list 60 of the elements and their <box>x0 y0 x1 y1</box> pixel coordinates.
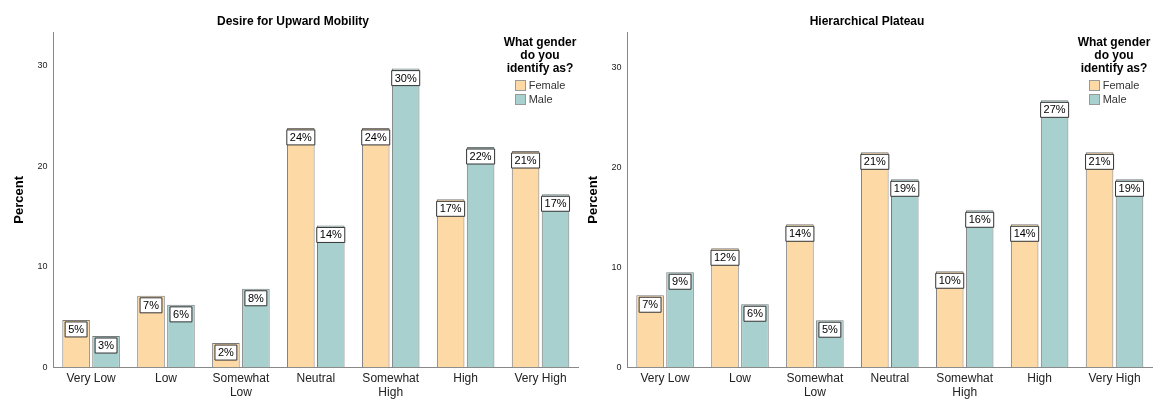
data-label: 9% <box>672 275 689 288</box>
legend-title: What gender do you identify as? <box>502 35 578 75</box>
y-tick-label: 30 <box>37 60 48 71</box>
y-axis-title: Percent <box>585 175 601 224</box>
data-label: 22% <box>469 150 492 163</box>
data-label: 17% <box>439 202 462 215</box>
data-label: 7% <box>642 298 659 311</box>
data-label: 21% <box>863 155 887 168</box>
chart-title: Desire for Upward Mobility <box>216 13 370 28</box>
x-tick-label: Very Low <box>66 370 117 385</box>
data-label: 17% <box>544 197 567 210</box>
data-label: 19% <box>1118 182 1141 195</box>
data-label: 19% <box>893 182 917 195</box>
data-label: 6% <box>173 307 190 320</box>
x-tick-label: Neutral <box>870 370 910 385</box>
x-tick-label: High <box>1027 370 1052 385</box>
data-label: 16% <box>968 213 991 226</box>
data-label: 27% <box>1043 103 1066 116</box>
legend-title: What gender do you identify as? <box>1076 35 1152 75</box>
data-label: 14% <box>788 227 812 240</box>
data-label: 14% <box>1013 227 1036 240</box>
y-tick-label: 20 <box>611 161 622 172</box>
x-tick-label: Somewhat High <box>362 370 420 400</box>
x-tick-label: Low <box>154 370 178 385</box>
x-tick-label: Very High <box>514 370 567 385</box>
x-tick-label: Somewhat Low <box>786 370 844 400</box>
data-label: 14% <box>319 228 343 241</box>
data-label: 24% <box>364 130 387 143</box>
x-tick-label: Very Low <box>640 370 691 385</box>
data-label: 2% <box>217 346 235 359</box>
data-label: 24% <box>289 130 313 143</box>
chart-title: Hierarchical Plateau <box>809 13 925 28</box>
y-tick-label: 10 <box>37 261 48 272</box>
y-tick-label: 0 <box>42 361 48 372</box>
data-label: 21% <box>514 154 537 167</box>
y-tick-label: 0 <box>616 361 622 372</box>
y-axis-title: Percent <box>11 175 27 224</box>
x-tick-label: Very High <box>1088 370 1141 385</box>
data-label: 7% <box>143 298 160 311</box>
x-tick-label: Low <box>728 370 752 385</box>
legend-label: Female <box>528 78 566 92</box>
x-tick-label: Somewhat Low <box>212 370 270 400</box>
x-tick-label: High <box>453 370 478 385</box>
data-label: 5% <box>821 323 839 336</box>
x-tick-label: Neutral <box>296 370 336 385</box>
data-label: 10% <box>938 274 961 287</box>
y-tick-label: 20 <box>37 160 48 171</box>
data-label: 3% <box>98 339 115 352</box>
legend-label: Female <box>1102 78 1140 92</box>
x-tick-label: Somewhat High <box>936 370 994 400</box>
data-label: 30% <box>394 71 417 84</box>
data-label: 5% <box>68 322 85 335</box>
data-label: 6% <box>747 307 764 320</box>
legend-label: Male <box>528 92 553 106</box>
legend-label: Male <box>1102 92 1127 106</box>
data-label: 12% <box>713 251 737 264</box>
y-tick-label: 30 <box>611 61 622 72</box>
y-tick-label: 10 <box>611 261 622 272</box>
data-label: 21% <box>1088 155 1111 168</box>
data-label: 8% <box>247 291 265 304</box>
